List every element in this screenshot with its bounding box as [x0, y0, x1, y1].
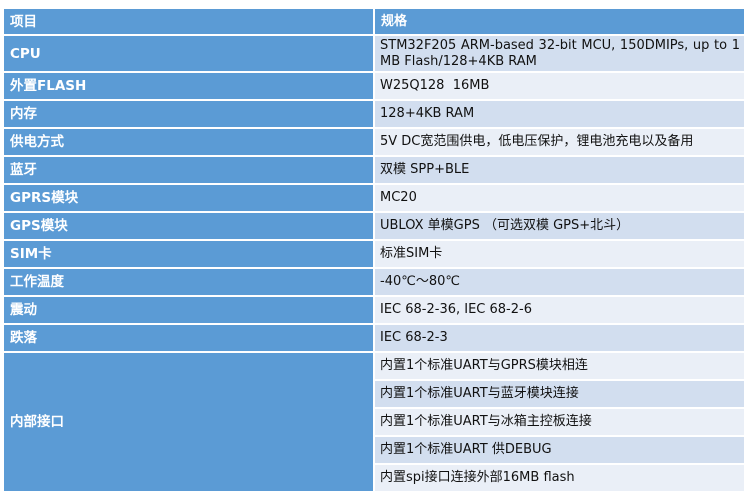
row-spec: 128+4KB RAM [375, 101, 746, 127]
row-item: 蓝牙 [4, 157, 375, 183]
row-spec: -40℃～80℃ [375, 269, 746, 295]
table-header: 项目 规格 [4, 9, 746, 34]
interface-spec: 内置spi接口连接外部16MB flash [375, 465, 746, 491]
table-row: CPU STM32F205 ARM-based 32-bit MCU, 150D… [4, 36, 746, 71]
row-spec: UBLOX 单模GPS （可选双模 GPS+北斗） [375, 213, 746, 239]
row-item: 内存 [4, 101, 375, 127]
row-spec: MC20 [375, 185, 746, 211]
row-item: 震动 [4, 297, 375, 323]
row-item: 工作温度 [4, 269, 375, 295]
header-spec: 规格 [375, 9, 746, 34]
table-row: 内置spi接口连接外部16MB flash [4, 465, 746, 491]
table-row: 跌落 IEC 68-2-3 [4, 325, 746, 351]
table-row: 供电方式 5V DC宽范围供电，低电压保护，锂电池充电以及备用 [4, 129, 746, 155]
row-item: GPRS模块 [4, 185, 375, 211]
row-spec: W25Q128 16MB [375, 73, 746, 99]
row-item: GPS模块 [4, 213, 375, 239]
table-row: SIM卡 标准SIM卡 [4, 241, 746, 267]
table-row: GPRS模块 MC20 [4, 185, 746, 211]
table-row: 内置1个标准UART 供DEBUG [4, 437, 746, 463]
row-spec: IEC 68-2-3 [375, 325, 746, 351]
table-row: 震动 IEC 68-2-36, IEC 68-2-6 [4, 297, 746, 323]
interface-spec: 内置1个标准UART与GPRS模块相连 [375, 353, 746, 379]
table-row: 工作温度 -40℃～80℃ [4, 269, 746, 295]
spec-table: 项目 规格 CPU STM32F205 ARM-based 32-bit MCU… [4, 7, 746, 493]
table-row: 内存 128+4KB RAM [4, 101, 746, 127]
table-row: 蓝牙 双模 SPP+BLE [4, 157, 746, 183]
interface-spec: 内置1个标准UART与蓝牙模块连接 [375, 381, 746, 407]
row-spec: 标准SIM卡 [375, 241, 746, 267]
row-spec: 5V DC宽范围供电，低电压保护，锂电池充电以及备用 [375, 129, 746, 155]
table-row: 内部接口 内置1个标准UART与GPRS模块相连 [4, 353, 746, 491]
row-spec: IEC 68-2-36, IEC 68-2-6 [375, 297, 746, 323]
row-spec: STM32F205 ARM-based 32-bit MCU, 150DMIPs… [375, 36, 746, 71]
table-row: GPS模块 UBLOX 单模GPS （可选双模 GPS+北斗） [4, 213, 746, 239]
row-spec: 双模 SPP+BLE [375, 157, 746, 183]
table-row: 外置FLASH W25Q128 16MB [4, 73, 746, 99]
row-item: 外置FLASH [4, 73, 375, 99]
row-item: SIM卡 [4, 241, 375, 267]
row-item-interfaces: 内部接口 [4, 353, 375, 491]
row-item: 跌落 [4, 325, 375, 351]
row-item: 供电方式 [4, 129, 375, 155]
row-item: CPU [4, 36, 375, 71]
interface-spec: 内置1个标准UART与冰箱主控板连接 [375, 409, 746, 435]
table-row: 内置1个标准UART与冰箱主控板连接 [4, 409, 746, 435]
interface-spec: 内置1个标准UART 供DEBUG [375, 437, 746, 463]
table-row: 内置1个标准UART与蓝牙模块连接 [4, 381, 746, 407]
header-item: 项目 [4, 9, 375, 34]
